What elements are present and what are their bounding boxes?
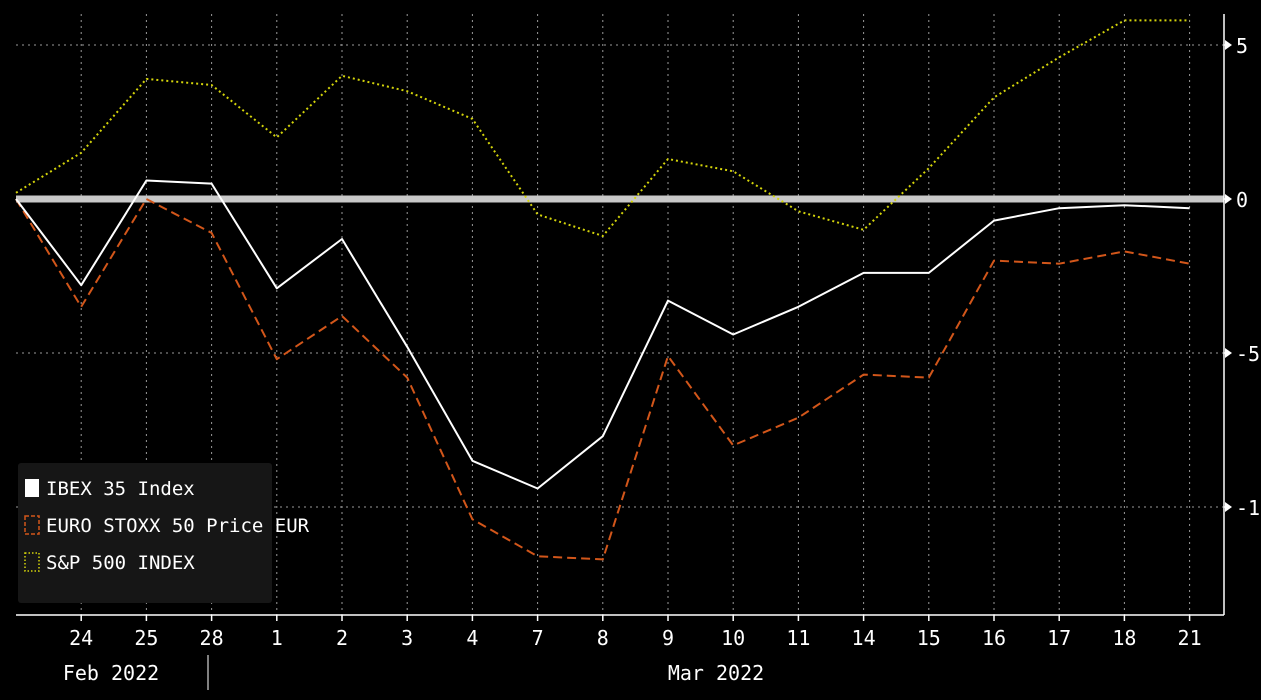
x-tick-label: 11 bbox=[786, 626, 810, 650]
y-tick-pointer bbox=[1225, 194, 1232, 204]
period-label-feb: Feb 2022 bbox=[63, 661, 159, 685]
series-line-0 bbox=[15, 179, 1190, 490]
y-tick-pointer bbox=[1225, 502, 1232, 512]
period-label-mar: Mar 2022 bbox=[668, 661, 764, 685]
legend-label: IBEX 35 Index bbox=[46, 478, 195, 500]
legend-swatch bbox=[25, 479, 39, 497]
x-tick-label: 3 bbox=[401, 626, 413, 650]
legend-label: EURO STOXX 50 Price EUR bbox=[46, 515, 310, 537]
x-tick-label: 28 bbox=[200, 626, 224, 650]
x-tick-label: 16 bbox=[982, 626, 1006, 650]
x-tick-label: 18 bbox=[1112, 626, 1136, 650]
legend-label: S&P 500 INDEX bbox=[46, 552, 195, 574]
y-tick-pointer bbox=[1225, 348, 1232, 358]
x-tick-label: 2 bbox=[336, 626, 348, 650]
x-tick-label: 9 bbox=[662, 626, 674, 650]
y-tick-label: 0 bbox=[1236, 188, 1248, 212]
x-tick-label: 24 bbox=[69, 626, 93, 650]
y-tick-label: -5 bbox=[1236, 342, 1260, 366]
series-line-1 bbox=[15, 198, 1190, 561]
legend-swatch bbox=[24, 515, 40, 535]
x-tick-label: 8 bbox=[597, 626, 609, 650]
x-tick-label: 17 bbox=[1047, 626, 1071, 650]
grid-lines bbox=[16, 14, 1224, 615]
x-tick-label: 10 bbox=[721, 626, 745, 650]
y-tick-pointer bbox=[1225, 40, 1232, 50]
y-tick-label: 5 bbox=[1236, 34, 1248, 58]
x-tick-label: 14 bbox=[852, 626, 876, 650]
x-tick-label: 21 bbox=[1178, 626, 1202, 650]
x-tick-label: 4 bbox=[466, 626, 478, 650]
x-tick-label: 15 bbox=[917, 626, 941, 650]
x-tick-label: 25 bbox=[134, 626, 158, 650]
legend-swatch bbox=[24, 552, 40, 572]
y-tick-label: -10 bbox=[1236, 496, 1261, 520]
series-line-2 bbox=[15, 19, 1190, 237]
legend-background bbox=[18, 463, 272, 603]
x-tick-label: 1 bbox=[271, 626, 283, 650]
x-tick-label: 7 bbox=[532, 626, 544, 650]
legend: IBEX 35 Index EURO STOXX 50 Price EUR S&P … bbox=[18, 463, 310, 603]
series-lines bbox=[15, 19, 1190, 561]
axes: 24 25 28 1 2 3 4 7 8 9 10 11 14 15 16 17 18 21 Feb 2022 Mar… bbox=[16, 14, 1261, 690]
